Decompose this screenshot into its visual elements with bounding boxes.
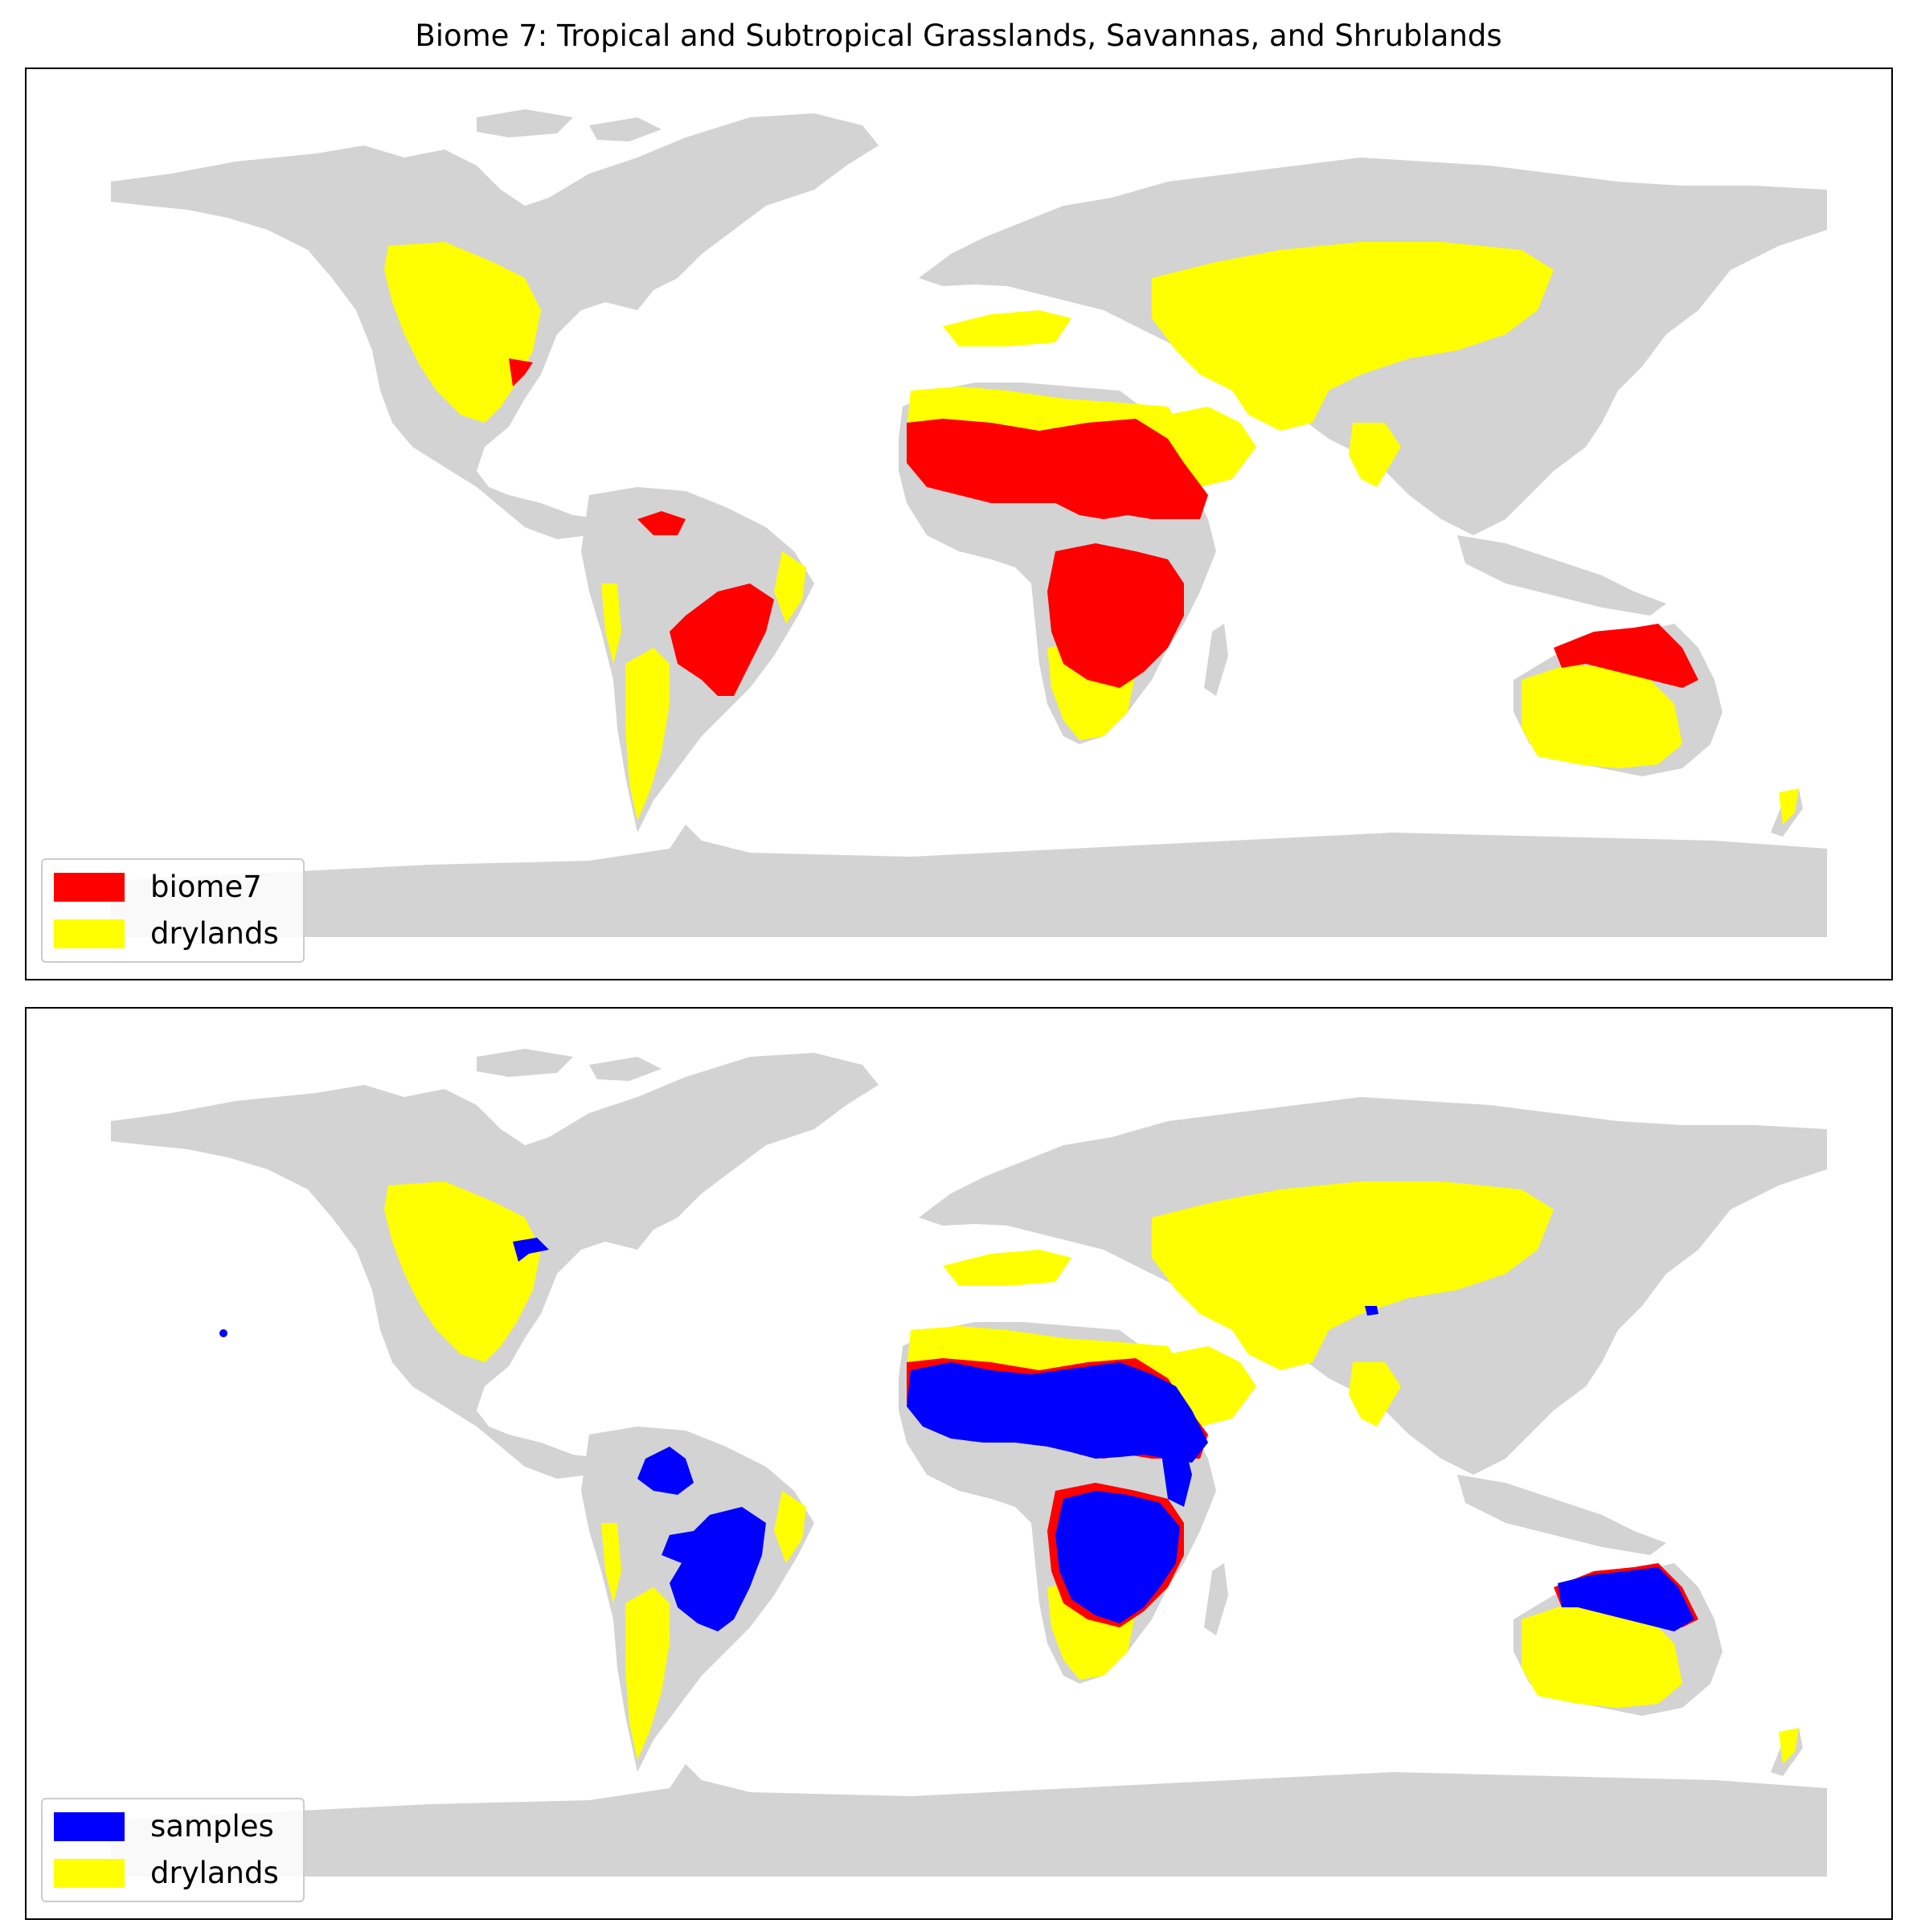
- biome7-layer: [509, 358, 1698, 696]
- map-panel-biome7: biome7 drylands: [25, 68, 1893, 980]
- samples-layer: [219, 1238, 1694, 1631]
- land-layer: [111, 109, 1827, 937]
- legend-label-drylands: drylands: [150, 916, 279, 951]
- legend-top: biome7 drylands: [41, 858, 305, 963]
- legend-swatch-drylands: [54, 919, 125, 948]
- figure-title: Biome 7: Tropical and Subtropical Grassl…: [415, 18, 1502, 53]
- world-map-samples: [111, 1049, 1827, 1877]
- legend-label-drylands: drylands: [150, 1856, 279, 1890]
- drylands-layer: [384, 242, 1799, 825]
- legend-item-samples: samples: [54, 1809, 303, 1846]
- legend-swatch-samples: [54, 1812, 125, 1841]
- world-map-biome7: [111, 109, 1827, 937]
- legend-item-drylands: drylands: [54, 916, 303, 953]
- legend-item-biome7: biome7: [54, 870, 303, 907]
- legend-label-samples: samples: [150, 1809, 274, 1844]
- legend-swatch-drylands: [54, 1859, 125, 1888]
- map-panel-samples: samples drylands: [25, 1007, 1893, 1920]
- land-layer: [111, 1049, 1827, 1877]
- legend-swatch-biome7: [54, 873, 125, 902]
- legend-label-biome7: biome7: [150, 870, 262, 904]
- legend-bottom: samples drylands: [41, 1798, 305, 1902]
- legend-item-drylands: drylands: [54, 1856, 303, 1893]
